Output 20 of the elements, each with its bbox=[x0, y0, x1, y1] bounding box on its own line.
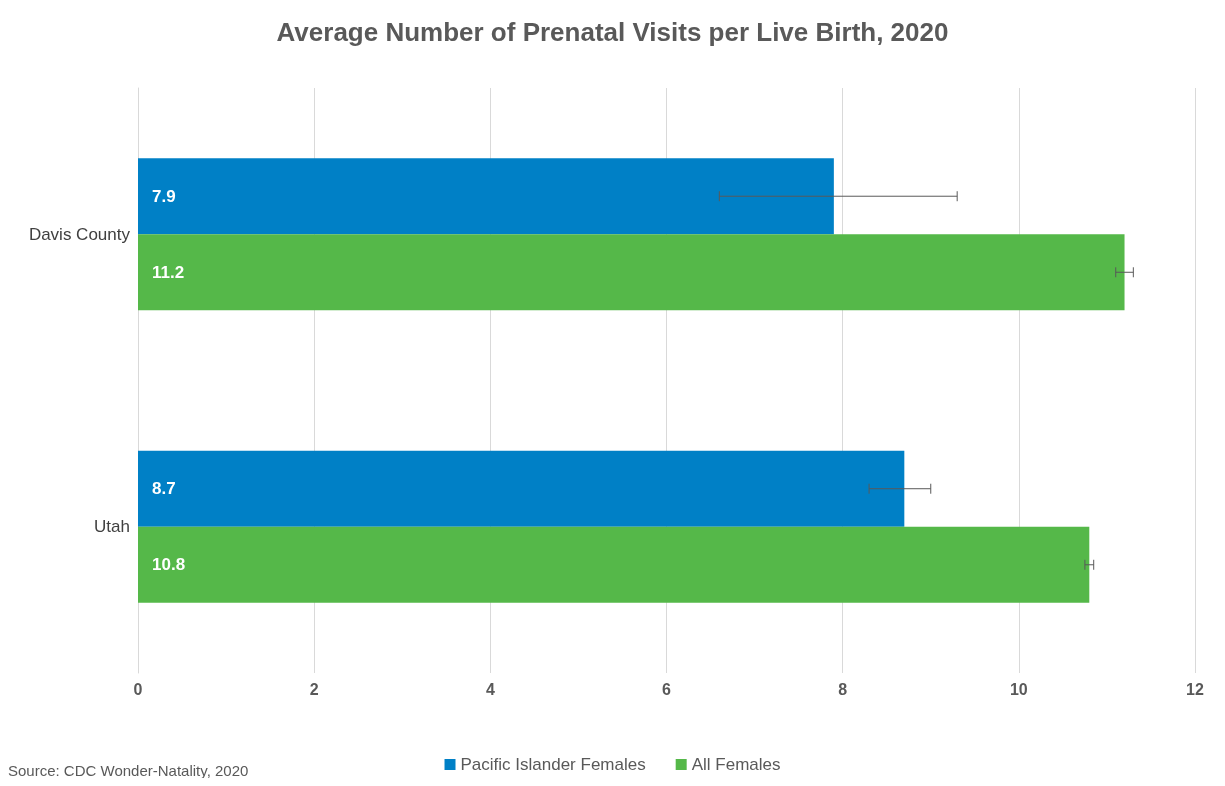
chart-title: Average Number of Prenatal Visits per Live Birth, 2020 bbox=[276, 17, 949, 47]
y-tick-label: Utah bbox=[94, 517, 130, 537]
data-label: 7.9 bbox=[152, 186, 176, 206]
x-tick-label: 6 bbox=[662, 680, 672, 698]
bar bbox=[138, 450, 905, 527]
x-tick-label: 4 bbox=[485, 680, 495, 698]
bar bbox=[138, 234, 1125, 311]
data-label: 11.2 bbox=[152, 262, 185, 282]
bar bbox=[138, 158, 834, 235]
x-tick-label: 12 bbox=[1186, 680, 1204, 698]
x-tick-label: 0 bbox=[133, 680, 143, 698]
legend-label: All Females bbox=[691, 755, 781, 774]
x-tick-label: 2 bbox=[309, 680, 319, 698]
data-label: 8.7 bbox=[152, 479, 176, 499]
x-tick-label: 10 bbox=[1009, 680, 1028, 698]
data-label: 10.8 bbox=[152, 555, 186, 575]
x-tick-label: 8 bbox=[838, 680, 848, 698]
legend-label: Pacific Islander Females bbox=[460, 755, 646, 774]
y-tick-label: Davis County bbox=[28, 224, 131, 244]
bar bbox=[138, 526, 1090, 603]
